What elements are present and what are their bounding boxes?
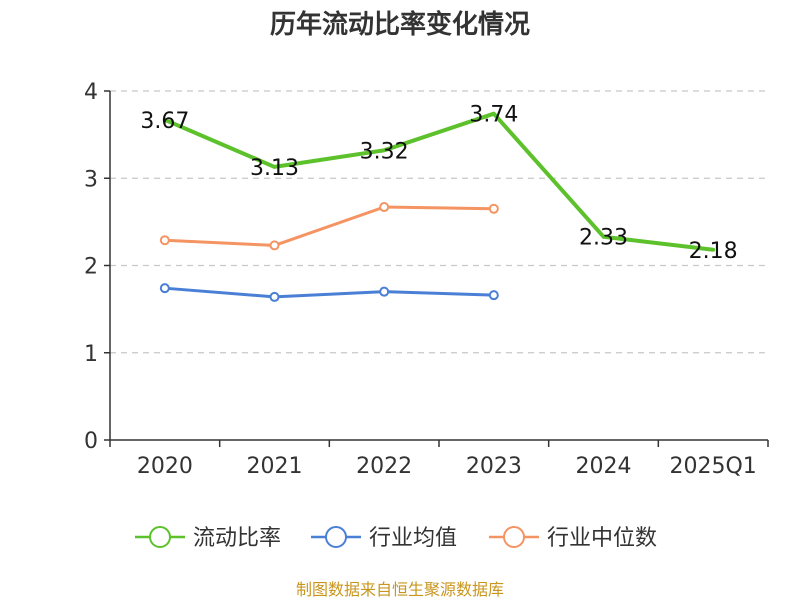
- x-tick-label: 2020: [137, 454, 193, 479]
- legend-marker: [503, 526, 525, 548]
- source-note: 制图数据来自恒生聚源数据库: [296, 580, 504, 599]
- y-tick-label: 1: [84, 342, 98, 367]
- x-tick-label: 2023: [466, 454, 522, 479]
- series-group: 3.67 3.13 3.32 3.74 2.33 2.18: [140, 103, 738, 302]
- x-tick-label: 2025Q1: [670, 454, 757, 479]
- data-point: [488, 290, 499, 301]
- legend-item-1: 流动比率: [135, 526, 281, 551]
- data-label: 3.67: [140, 109, 189, 134]
- x-tick-label: 2022: [356, 454, 412, 479]
- data-point: [159, 283, 170, 294]
- data-point: [269, 240, 280, 251]
- legend-item-3: 行业中位数: [489, 526, 657, 551]
- data-label: 3.13: [250, 156, 299, 181]
- series-2: [159, 283, 499, 302]
- y-tick-label: 0: [84, 429, 98, 454]
- legend-label: 行业中位数: [547, 526, 657, 551]
- chart-title: 历年流动比率变化情况: [270, 9, 530, 40]
- legend-item-2: 行业均值: [311, 526, 457, 551]
- legend-label: 流动比率: [193, 526, 281, 551]
- series-line: [163, 205, 496, 247]
- data-point: [159, 235, 170, 246]
- data-label: 2.18: [689, 239, 738, 264]
- data-point: [269, 291, 280, 302]
- y-tick-label: 4: [84, 80, 98, 105]
- data-point: [379, 202, 390, 213]
- axes: 0 1 2 3 4 2020 2021 2022 2023 2024 2025Q1: [84, 80, 769, 479]
- y-tick-label: 3: [84, 167, 98, 192]
- data-label: 3.74: [469, 103, 518, 128]
- data-point: [488, 203, 499, 214]
- x-tick-label: 2021: [247, 454, 303, 479]
- data-point: [379, 286, 390, 297]
- series-3: [159, 202, 499, 251]
- legend-marker: [149, 526, 171, 548]
- series-1: 3.67 3.13 3.32 3.74 2.33 2.18: [140, 103, 737, 264]
- legend: 流动比率 行业均值 行业中位数: [135, 526, 657, 551]
- legend-marker: [325, 526, 347, 548]
- series-line: [162, 111, 716, 252]
- series-line: [163, 286, 496, 299]
- data-label: 3.32: [360, 139, 409, 164]
- legend-label: 行业均值: [369, 526, 457, 551]
- x-tick-label: 2024: [576, 454, 632, 479]
- y-tick-label: 2: [84, 255, 98, 280]
- data-label: 2.33: [579, 226, 628, 251]
